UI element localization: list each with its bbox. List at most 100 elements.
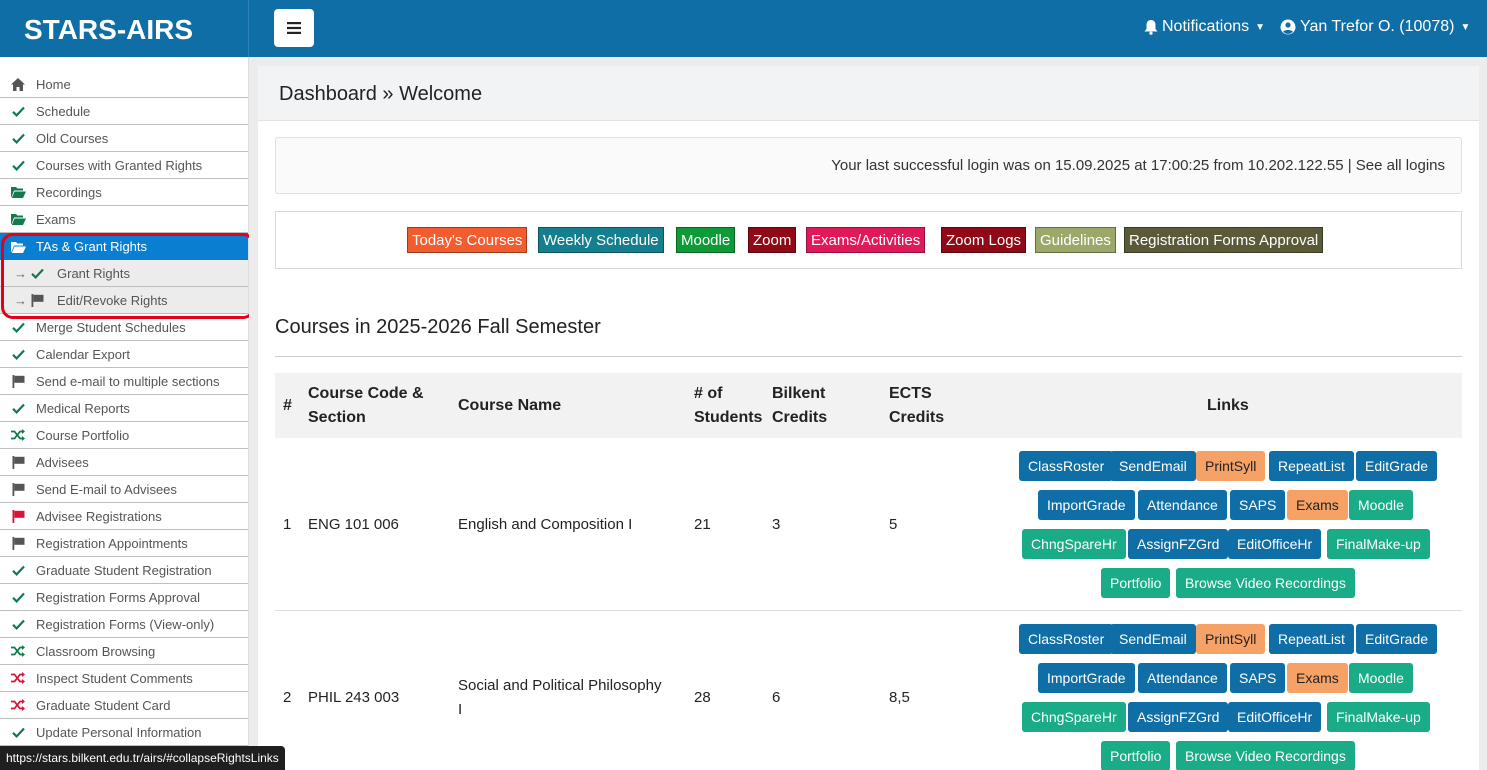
- col-header-students-line1: # of: [694, 385, 723, 402]
- col-header-students: # of Students: [694, 382, 762, 430]
- sidebar-item-exams[interactable]: Exams: [0, 206, 248, 233]
- sidebar-item-merge-student-schedules[interactable]: Merge Student Schedules: [0, 314, 248, 341]
- sidebar-item-courses-with-granted-rights[interactable]: Courses with Granted Rights: [0, 152, 248, 179]
- quick-link-zoom-logs[interactable]: Zoom Logs: [941, 227, 1027, 253]
- dashboard-panel: Dashboard » Welcome Your last successful…: [258, 66, 1479, 770]
- chevron-down-icon: ▼: [1255, 21, 1266, 33]
- quick-link-weekly-schedule[interactable]: Weekly Schedule: [538, 227, 664, 253]
- editgrade-button[interactable]: EditGrade: [1356, 624, 1438, 654]
- flag-red-icon: [10, 509, 26, 523]
- browsevideo-button[interactable]: Browse Video Recordings: [1176, 568, 1355, 598]
- sidebar-item-registration-forms-view-only[interactable]: Registration Forms (View-only): [0, 611, 248, 638]
- sidebar-item-course-portfolio[interactable]: Course Portfolio: [0, 422, 248, 449]
- col-header-ects-credits: ECTS Credits: [889, 382, 944, 430]
- sidebar-item-label: Graduate Student Card: [36, 697, 171, 713]
- check-icon: [10, 401, 26, 415]
- printsyll-button[interactable]: PrintSyll: [1196, 624, 1266, 654]
- sidebar-item-calendar-export[interactable]: Calendar Export: [0, 341, 248, 368]
- col-header-students-line2: Students: [694, 409, 763, 426]
- finalmakeup-button[interactable]: FinalMake-up: [1327, 702, 1430, 732]
- assignfzgrd-button[interactable]: AssignFZGrd: [1128, 529, 1229, 559]
- moodle-button[interactable]: Moodle: [1349, 663, 1413, 693]
- sidebar-item-inspect-student-comments[interactable]: Inspect Student Comments: [0, 665, 248, 692]
- saps-button[interactable]: SAPS: [1230, 490, 1286, 520]
- exams-button[interactable]: Exams: [1287, 663, 1348, 693]
- sidebar-item-schedule[interactable]: Schedule: [0, 98, 248, 125]
- semester-title: Courses in 2025-2026 Fall Semester: [275, 316, 601, 338]
- sidebar-item-tas-and-grant-rights[interactable]: TAs & Grant Rights: [0, 233, 248, 260]
- col-header-ects-line1: ECTS: [889, 385, 932, 402]
- browsevideo-button[interactable]: Browse Video Recordings: [1176, 741, 1355, 770]
- cell-bilkent-credits: 3: [772, 516, 781, 533]
- notifications-label: Notifications: [1162, 18, 1250, 35]
- quick-link-todays-courses[interactable]: Today's Courses: [407, 227, 528, 253]
- last-login-info[interactable]: Your last successful login was on 15.09.…: [275, 137, 1462, 194]
- moodle-button[interactable]: Moodle: [1349, 490, 1413, 520]
- portfolio-button[interactable]: Portfolio: [1101, 568, 1171, 598]
- col-header-links: Links: [1207, 397, 1249, 414]
- finalmakeup-button[interactable]: FinalMake-up: [1327, 529, 1430, 559]
- sidebar-item-label: Home: [36, 76, 71, 92]
- assignfzgrd-button[interactable]: AssignFZGrd: [1128, 702, 1229, 732]
- sidebar-item-send-e-mail-to-multiple-sections[interactable]: Send e-mail to multiple sections: [0, 368, 248, 395]
- quick-link-zoom[interactable]: Zoom: [748, 227, 797, 253]
- sidebar-item-recordings[interactable]: Recordings: [0, 179, 248, 206]
- saps-button[interactable]: SAPS: [1230, 663, 1286, 693]
- portfolio-button[interactable]: Portfolio: [1101, 741, 1171, 770]
- attendance-button[interactable]: Attendance: [1138, 490, 1227, 520]
- sidebar-item-old-courses[interactable]: Old Courses: [0, 125, 248, 152]
- shuffle-red-icon: [10, 671, 26, 685]
- chngsparehr-button[interactable]: ChngSpareHr: [1022, 529, 1126, 559]
- sidebar-item-label: TAs & Grant Rights: [36, 239, 148, 254]
- sidebar-item-label: Inspect Student Comments: [36, 670, 193, 686]
- importgrade-button[interactable]: ImportGrade: [1038, 663, 1135, 693]
- editofficehr-button[interactable]: EditOfficeHr: [1228, 529, 1322, 559]
- quick-link-exams-activities[interactable]: Exams/Activities: [806, 227, 926, 253]
- sidebar-item-label: Grant Rights: [57, 265, 130, 281]
- exams-button[interactable]: Exams: [1287, 490, 1348, 520]
- sidebar-item-graduate-student-registration[interactable]: Graduate Student Registration: [0, 557, 248, 584]
- sidebar-item-label: Registration Appointments: [36, 535, 188, 551]
- sidebar-item-grant-rights[interactable]: → Grant Rights: [0, 260, 248, 287]
- sidebar-item-advisees[interactable]: Advisees: [0, 449, 248, 476]
- sidebar-item-advisee-registrations[interactable]: Advisee Registrations: [0, 503, 248, 530]
- app-logo-title[interactable]: STARS-AIRS: [0, 0, 249, 57]
- quick-link-guidelines[interactable]: Guidelines: [1035, 227, 1116, 253]
- attendance-button[interactable]: Attendance: [1138, 663, 1227, 693]
- editofficehr-button[interactable]: EditOfficeHr: [1228, 702, 1322, 732]
- importgrade-button[interactable]: ImportGrade: [1038, 490, 1135, 520]
- arrow-right-icon: →: [14, 265, 27, 281]
- sidebar-item-label: Edit/Revoke Rights: [57, 292, 168, 308]
- repeatlist-button[interactable]: RepeatList: [1269, 451, 1354, 481]
- user-menu-dropdown[interactable]: Yan Trefor O. (10078) ▼: [1280, 18, 1470, 36]
- classroster-button[interactable]: ClassRoster: [1019, 451, 1114, 481]
- classroster-button[interactable]: ClassRoster: [1019, 624, 1114, 654]
- quick-link-registration-forms-approval[interactable]: Registration Forms Approval: [1124, 227, 1324, 253]
- editgrade-button[interactable]: EditGrade: [1356, 451, 1438, 481]
- sidebar-item-medical-reports[interactable]: Medical Reports: [0, 395, 248, 422]
- sidebar-item-registration-forms-approval[interactable]: Registration Forms Approval: [0, 584, 248, 611]
- shuffle-red-icon: [10, 698, 26, 712]
- sidebar-item-graduate-student-card[interactable]: Graduate Student Card: [0, 692, 248, 719]
- col-header-bilkent-line1: Bilkent: [772, 385, 826, 402]
- sendemail-button[interactable]: SendEmail: [1110, 451, 1196, 481]
- cell-students: 21: [694, 516, 711, 533]
- sidebar-item-send-e-mail-to-advisees[interactable]: Send E-mail to Advisees: [0, 476, 248, 503]
- col-header-ects-line2: Credits: [889, 409, 945, 426]
- sidebar-item-classroom-browsing[interactable]: Classroom Browsing: [0, 638, 248, 665]
- sidebar-item-registration-appointments[interactable]: Registration Appointments: [0, 530, 248, 557]
- notifications-dropdown[interactable]: Notifications ▼: [1144, 18, 1265, 36]
- sidebar-item-label: Course Portfolio: [36, 427, 130, 443]
- printsyll-button[interactable]: PrintSyll: [1196, 451, 1266, 481]
- sidebar-item-update-personal-information[interactable]: Update Personal Information: [0, 719, 248, 746]
- quick-link-moodle[interactable]: Moodle: [676, 227, 736, 253]
- sidebar-item-edit-revoke-rights[interactable]: → Edit/Revoke Rights: [0, 287, 248, 314]
- repeatlist-button[interactable]: RepeatList: [1269, 624, 1354, 654]
- sidebar-item-label: Registration Forms Approval: [36, 589, 201, 605]
- check-icon: [10, 347, 26, 361]
- sidebar-item-home[interactable]: Home: [0, 71, 248, 98]
- chngsparehr-button[interactable]: ChngSpareHr: [1022, 702, 1126, 732]
- menu-toggle-button[interactable]: [274, 9, 314, 47]
- check-icon: [10, 563, 26, 577]
- sendemail-button[interactable]: SendEmail: [1110, 624, 1196, 654]
